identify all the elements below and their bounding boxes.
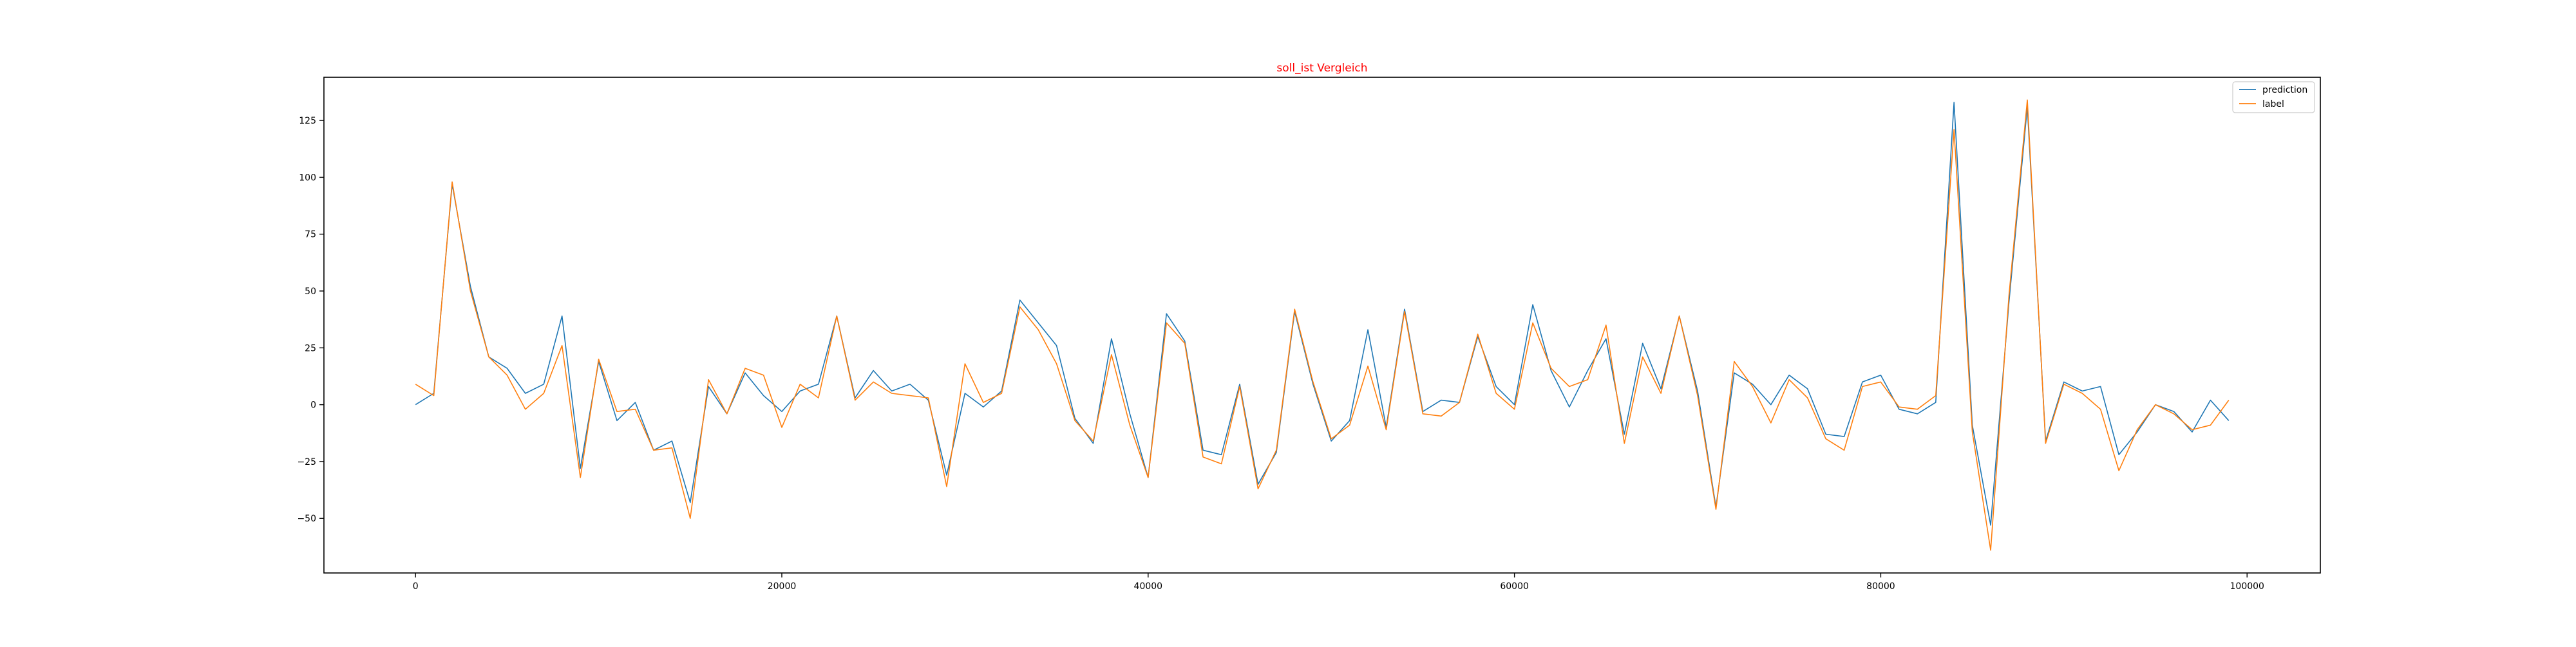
x-tick-label: 60000 — [1500, 581, 1529, 592]
x-axis: 0 20000 40000 60000 80000 100000 — [413, 573, 2264, 592]
legend: prediction label — [2232, 81, 2315, 113]
y-tick-label: 0 — [310, 400, 316, 411]
chart-title: soll_ist Vergleich — [1276, 62, 1367, 75]
y-tick-label: 25 — [305, 343, 316, 353]
x-tick-label: 20000 — [768, 581, 797, 592]
series-line-label — [415, 99, 2230, 551]
y-tick-label: 125 — [299, 116, 316, 126]
series-line-prediction — [415, 102, 2230, 526]
x-tick-label: 40000 — [1134, 581, 1163, 592]
legend-label-label: label — [2262, 99, 2284, 109]
plot-frame — [323, 77, 2321, 574]
x-tick-label: 80000 — [1866, 581, 1895, 592]
y-axis: −50 −25 0 25 50 75 100 125 — [297, 116, 324, 524]
series-layer — [415, 99, 2230, 551]
y-tick-label: 100 — [299, 173, 316, 183]
y-tick-label: −50 — [297, 514, 316, 524]
y-tick-label: 75 — [305, 230, 316, 240]
y-tick-label: 50 — [305, 286, 316, 297]
x-tick-label: 0 — [413, 581, 419, 592]
legend-label-prediction: prediction — [2262, 85, 2307, 95]
x-tick-label: 100000 — [2230, 581, 2264, 592]
y-tick-label: −25 — [297, 457, 316, 467]
